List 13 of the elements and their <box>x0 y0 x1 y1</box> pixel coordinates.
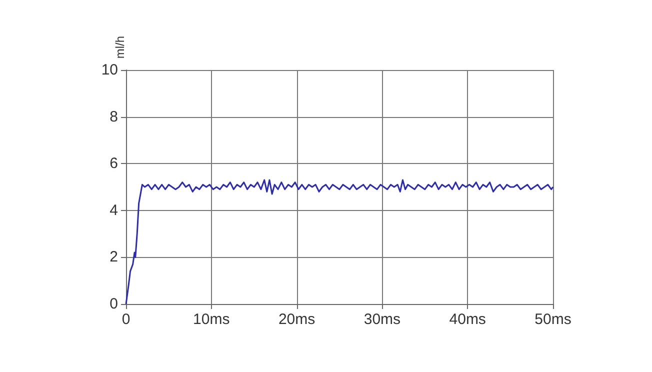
x-tick-label: 20ms <box>278 311 316 328</box>
x-tick-label: 0 <box>122 311 130 328</box>
y-tick-label: 2 <box>110 248 118 266</box>
y-tick-label: 4 <box>110 202 118 219</box>
y-tick-label: 6 <box>110 155 118 172</box>
x-tick-label: 50ms <box>534 311 572 328</box>
x-tick-label: 30ms <box>364 311 401 328</box>
x-tick-label: 40ms <box>449 311 486 328</box>
y-tick-label: 10 <box>101 62 118 78</box>
y-tick-label: 8 <box>110 108 118 126</box>
y-axis-title: ml/h <box>113 36 127 59</box>
y-tick-label: 0 <box>110 296 118 312</box>
x-tick-label: 10ms <box>193 311 230 328</box>
